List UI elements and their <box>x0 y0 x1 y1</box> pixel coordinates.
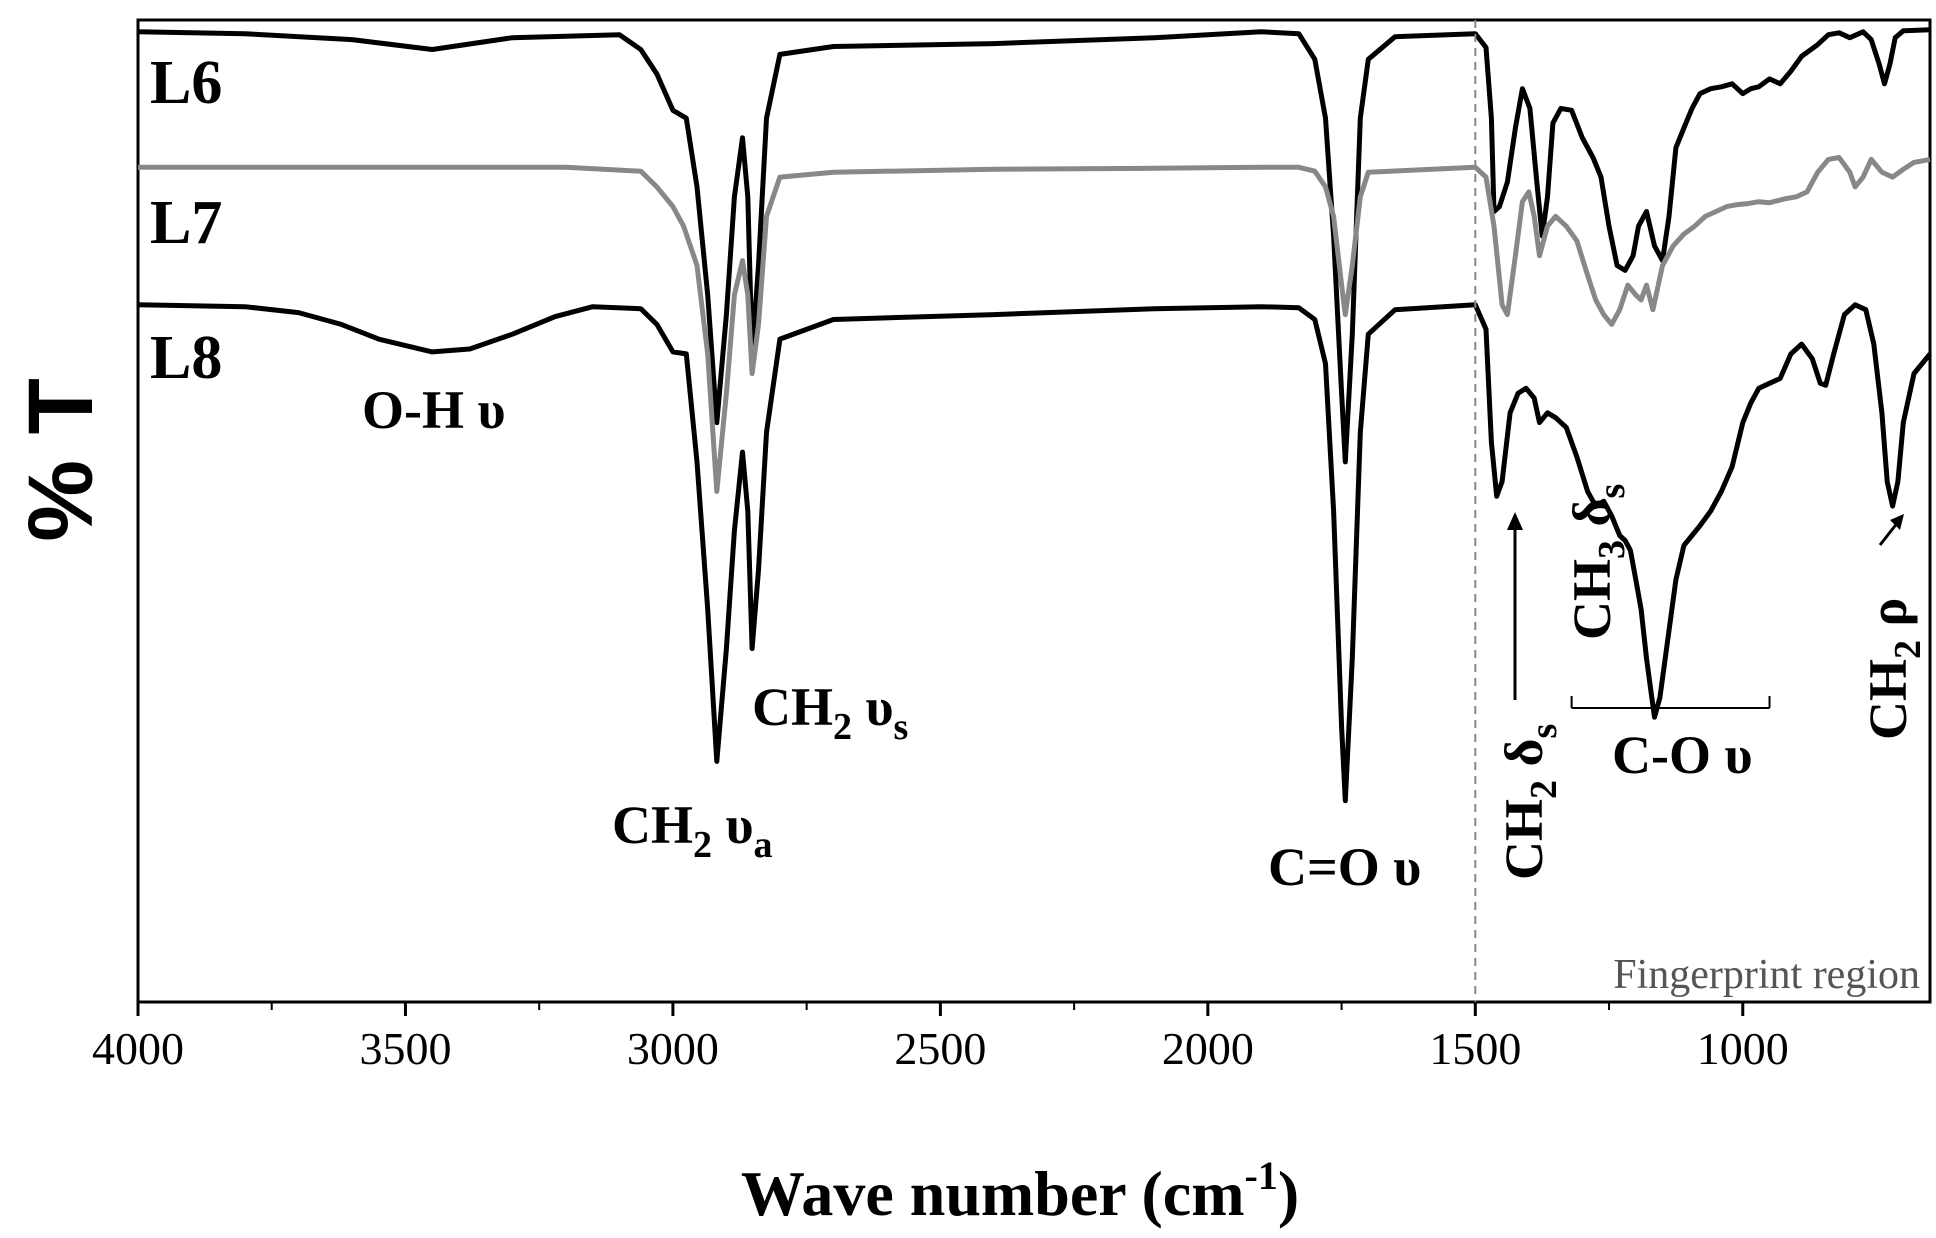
series-label-l7: L7 <box>150 189 222 257</box>
series-group <box>137 27 1932 804</box>
annotation-carbonyl-stretch: C=O υ <box>1268 837 1421 897</box>
annotation-ch3-scissor: CH3 δs <box>1562 484 1633 640</box>
series-line-l6 <box>137 27 1931 465</box>
annotation-ch2-asym: CH2 υa <box>612 795 773 866</box>
x-tick-label-1000: 1000 <box>1697 1023 1789 1074</box>
arrowhead-ch2-rock <box>1890 514 1904 530</box>
series-label-l8: L8 <box>150 324 222 392</box>
annotation-oh-stretch: O-H υ <box>362 380 506 440</box>
annotation-ch2-rock-group: CH2 ρ <box>1858 598 1929 740</box>
y-axis-title: % T <box>10 378 112 542</box>
annotation-ch2-sym: CH2 υs <box>752 677 908 748</box>
series-line-l8 <box>137 302 1932 804</box>
plot-frame <box>136 18 1932 1004</box>
x-tick-label-4000: 4000 <box>92 1023 184 1074</box>
x-tick-label-2000: 2000 <box>1162 1023 1254 1074</box>
x-tick-label-1500: 1500 <box>1429 1023 1521 1074</box>
series-label-l6: L6 <box>150 49 222 117</box>
arrowhead-ch2-scissor <box>1507 512 1523 530</box>
x-axis-title: Wave number (cm-1) <box>741 1153 1299 1229</box>
x-tick-label-3500: 3500 <box>359 1023 451 1074</box>
series-line-l7 <box>138 155 1931 494</box>
annotation-co-stretch: C-O υ <box>1612 725 1753 785</box>
annotation-ch2-scissor: CH2 δs <box>1494 724 1565 880</box>
x-tick-label-2500: 2500 <box>894 1023 986 1074</box>
annotation-ch2-rock: CH2 ρ <box>1858 598 1929 740</box>
annotation-ch3-scissor-group: CH3 δs <box>1562 484 1633 640</box>
x-tick-label-3000: 3000 <box>627 1023 719 1074</box>
arrow-ch2-rock <box>1878 521 1900 546</box>
fingerprint-region-label: Fingerprint region <box>1613 952 1920 998</box>
x-ticks: 4000 3500 3000 2500 2000 1500 1000 <box>92 1002 1789 1074</box>
annotation-ch2-scissor-group: CH2 δs <box>1494 724 1565 880</box>
